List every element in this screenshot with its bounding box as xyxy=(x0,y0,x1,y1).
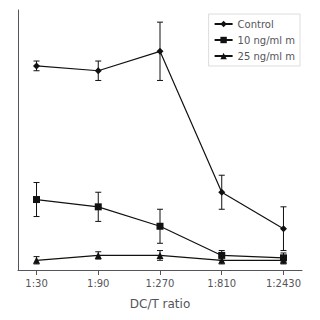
svg-text:DC/T ratio: DC/T ratio xyxy=(130,297,190,311)
svg-text:1:810: 1:810 xyxy=(207,278,236,289)
svg-text:1:270: 1:270 xyxy=(146,278,175,289)
svg-text:1:30: 1:30 xyxy=(25,278,47,289)
svg-text:10 ng/ml m: 10 ng/ml m xyxy=(238,35,295,46)
svg-text:1:2430: 1:2430 xyxy=(266,278,301,289)
svg-text:25 ng/ml m: 25 ng/ml m xyxy=(238,51,295,62)
svg-text:1:90: 1:90 xyxy=(87,278,109,289)
svg-text:Control: Control xyxy=(238,19,274,30)
